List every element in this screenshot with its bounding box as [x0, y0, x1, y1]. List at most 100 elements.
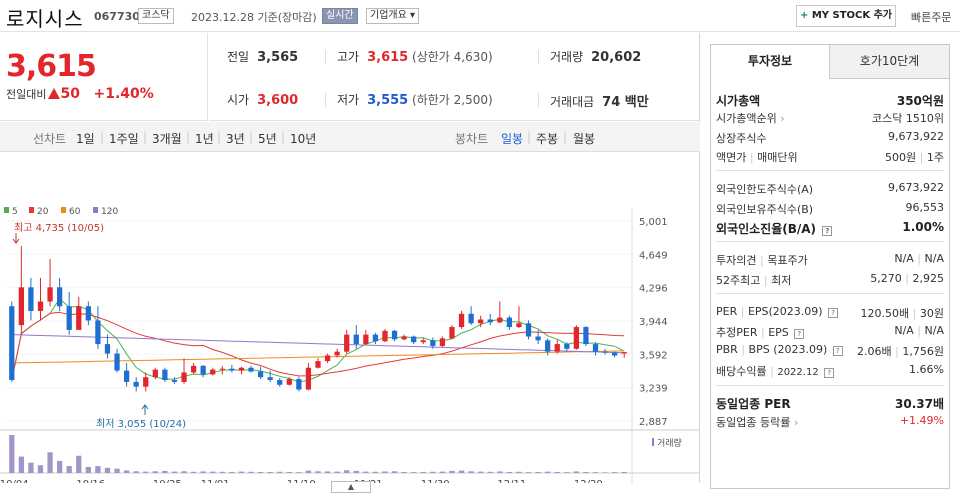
- volume-bar: [238, 471, 245, 473]
- market-badge: 코스닥: [138, 8, 174, 24]
- candle-body: [353, 334, 359, 345]
- chart-panel: 3,615 전일대비 50 +1.40% 전일 3,565 고가 3,615 (상한가…: [0, 33, 700, 490]
- volume-bar: [219, 471, 225, 473]
- candle-body: [621, 352, 627, 354]
- help-icon[interactable]: ?: [832, 346, 843, 356]
- candle-body: [401, 336, 407, 340]
- volume-bar: [545, 471, 551, 473]
- candle-body: [449, 327, 455, 339]
- candle-daily[interactable]: 일봉: [501, 132, 524, 146]
- volume-bar: [181, 471, 187, 473]
- candle-body: [104, 344, 111, 354]
- help-icon[interactable]: ?: [828, 308, 839, 318]
- y-tick-label: 4,649: [639, 250, 668, 261]
- volume-bar: [334, 471, 340, 473]
- period-selector: 선차트 1일 | 1주일 | 3개월 | 1년 | 3년 | 5년 | 10년 …: [0, 122, 700, 152]
- candle-body: [430, 340, 436, 346]
- realtime-button[interactable]: 실시간: [322, 8, 358, 24]
- candle-body: [315, 361, 321, 368]
- help-icon[interactable]: ?: [822, 226, 833, 236]
- candle-body: [210, 369, 216, 375]
- candle-monthly[interactable]: 월봉: [573, 132, 596, 146]
- candle-body: [382, 330, 388, 342]
- candle-body: [76, 306, 82, 330]
- volume-bar: [305, 470, 312, 473]
- change-value: 50: [60, 86, 80, 102]
- low-price: 저가 3,555 (하한가 2,500): [337, 93, 493, 108]
- info-tabs: 투자정보 호가10단계: [711, 45, 949, 79]
- candle-body: [439, 338, 446, 346]
- ma-line-120: [11, 334, 625, 354]
- volume-bar: [277, 471, 283, 473]
- candle-body: [334, 351, 340, 356]
- candle-body: [583, 327, 589, 345]
- volume-bar: [506, 471, 513, 473]
- candle-weekly[interactable]: 주봉: [536, 132, 559, 146]
- volume-bar: [37, 465, 44, 473]
- stock-chart[interactable]: 5 20 60 120 5,001 4,649 4,296 3,944 3,592 3,239 2,…: [0, 153, 700, 490]
- volume-bar: [382, 471, 388, 473]
- volume-bar: [248, 471, 254, 473]
- volume-bar: [123, 470, 130, 473]
- add-mystock-button[interactable]: + MY STOCK 추가: [796, 5, 896, 27]
- candle-body: [171, 380, 178, 382]
- candle-body: [592, 344, 599, 352]
- volume-bar: [411, 472, 417, 473]
- up-triangle-icon: [48, 88, 61, 99]
- volume-legend-swatch: [652, 438, 654, 446]
- open-price: 시가 3,600: [227, 93, 299, 108]
- volume-bar: [554, 471, 560, 473]
- candle-body: [535, 336, 541, 341]
- volume-bar: [296, 472, 302, 473]
- volume-bar: [458, 470, 465, 473]
- candle-body: [612, 352, 618, 356]
- period-1y[interactable]: 1년: [195, 132, 214, 146]
- candle-body: [219, 368, 225, 370]
- legend-label: 20: [37, 207, 49, 217]
- collapse-chart-button[interactable]: ▲: [331, 481, 371, 493]
- candle-body: [411, 336, 417, 343]
- volume-bar: [85, 466, 91, 473]
- volume-bar: [267, 471, 273, 473]
- quick-order-link[interactable]: 빠른주문: [911, 11, 952, 24]
- period-3y[interactable]: 3년: [226, 132, 245, 146]
- period-10y[interactable]: 10년: [290, 132, 317, 146]
- period-5y[interactable]: 5년: [258, 132, 277, 146]
- x-tick-label: 12/20: [574, 479, 603, 483]
- legend-label: 5: [12, 207, 18, 217]
- candle-body: [305, 367, 312, 390]
- company-overview-dropdown[interactable]: 기업개요 ▾: [366, 8, 419, 24]
- candle-body: [9, 306, 15, 381]
- candle-body: [123, 370, 130, 382]
- y-tick-label: 5,001: [639, 217, 668, 228]
- add-mystock-label: MY STOCK 추가: [811, 10, 893, 21]
- volume-bar: [353, 470, 359, 473]
- volume-bar: [516, 471, 522, 473]
- candle-body: [277, 380, 283, 385]
- tab-investment-info[interactable]: 투자정보: [711, 45, 830, 79]
- candle-body: [190, 365, 197, 373]
- help-icon[interactable]: ?: [794, 329, 805, 339]
- help-icon[interactable]: ?: [824, 368, 835, 378]
- candle-body: [133, 381, 139, 387]
- candle-body: [602, 351, 608, 353]
- period-1w[interactable]: 1주일: [109, 132, 139, 146]
- volume-bar: [257, 471, 264, 473]
- volume-bar: [363, 471, 369, 473]
- prev-close: 전일 3,565: [227, 50, 299, 65]
- period-3m[interactable]: 3개월: [152, 132, 182, 146]
- tab-order-book[interactable]: 호가10단계: [830, 45, 949, 79]
- y-tick-label: 3,592: [639, 350, 668, 361]
- candle-body: [478, 319, 484, 324]
- price-change: 전일대비 50 +1.40%: [6, 86, 154, 102]
- volume-bar: [602, 472, 608, 473]
- volume-bar: [162, 470, 168, 473]
- period-1d[interactable]: 1일: [76, 132, 95, 146]
- volume-bar: [47, 452, 53, 473]
- change-percent: +1.40%: [93, 86, 154, 102]
- volume-bar: [391, 471, 398, 473]
- volume-bar: [430, 471, 436, 473]
- price-summary: 3,615 전일대비 50 +1.40%: [0, 33, 208, 121]
- volume-bar: [324, 471, 331, 473]
- candle-body: [363, 334, 369, 345]
